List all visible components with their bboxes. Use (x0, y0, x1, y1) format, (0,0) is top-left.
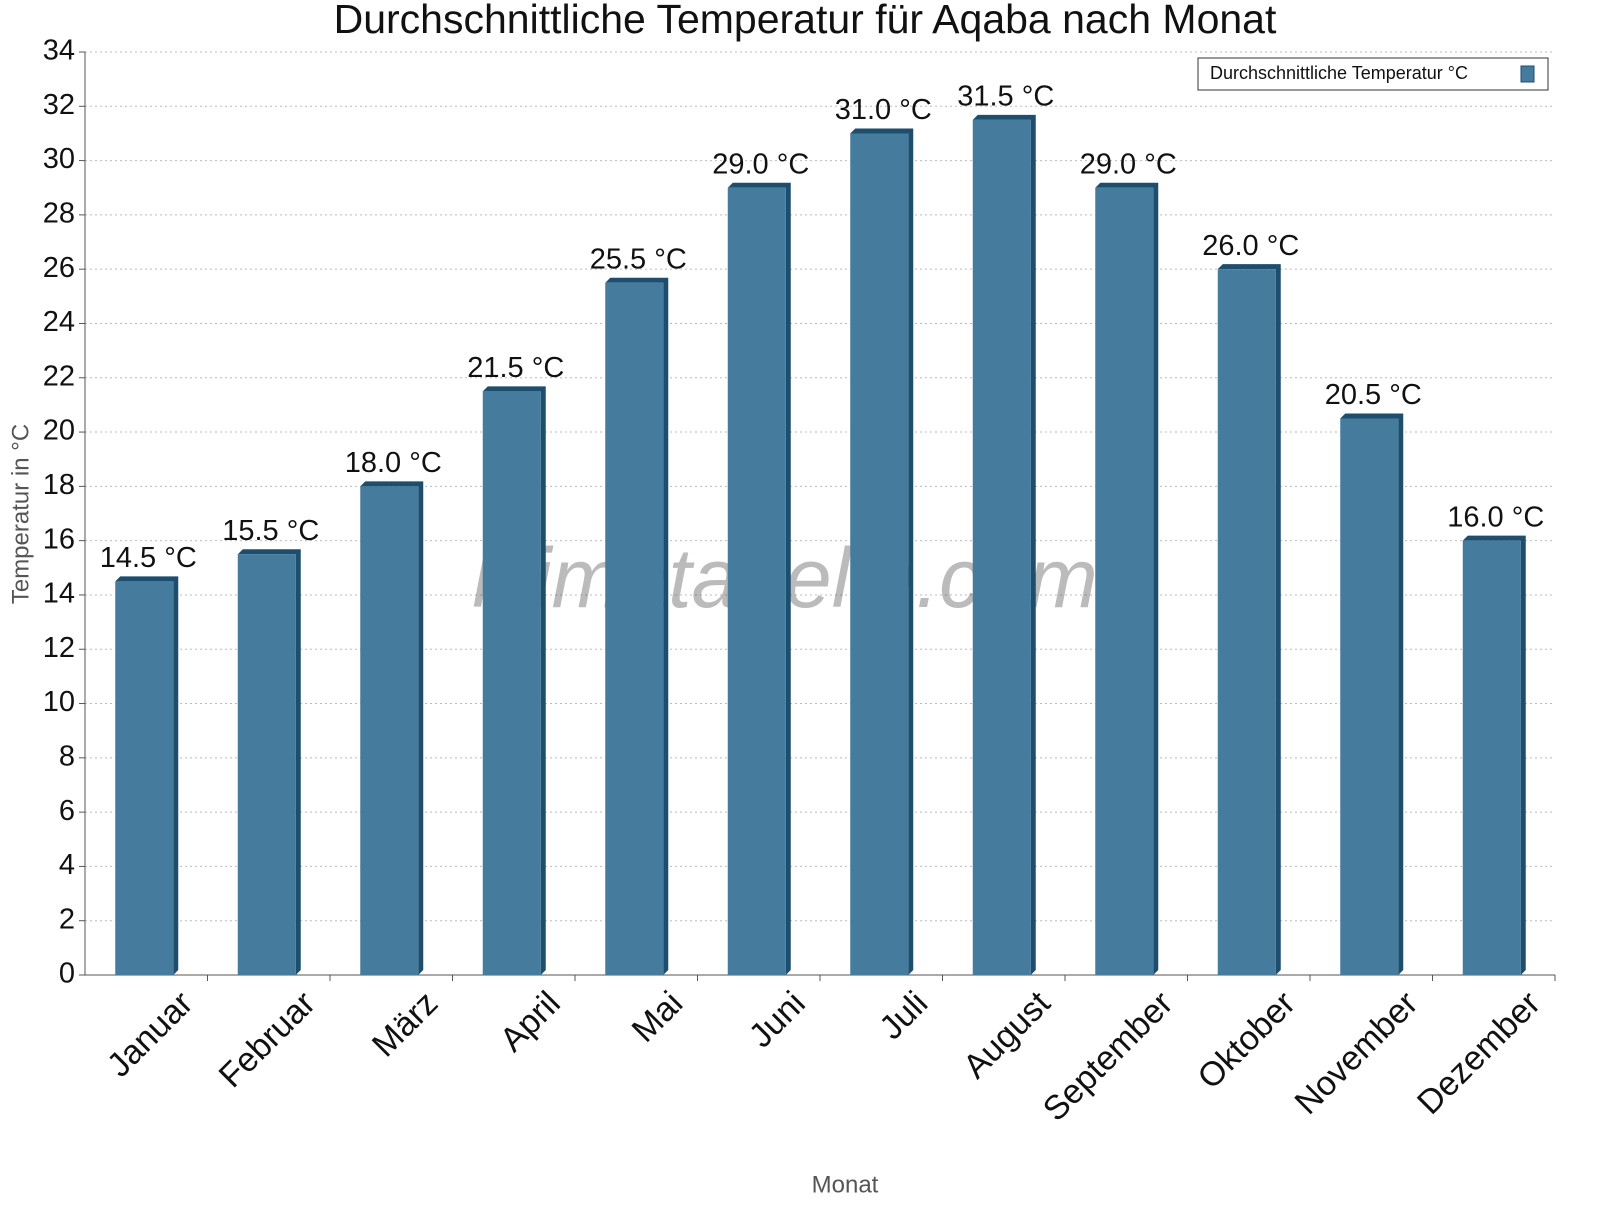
y-tick-label: 6 (59, 795, 75, 827)
bar (1217, 269, 1276, 975)
y-tick-label: 20 (43, 415, 75, 447)
bar (605, 282, 664, 975)
y-tick-label: 22 (43, 360, 75, 392)
x-axis-label: Monat (812, 1171, 879, 1198)
value-label: 21.5 °C (467, 352, 564, 384)
value-label: 29.0 °C (712, 148, 809, 180)
value-label: 18.0 °C (345, 447, 442, 479)
y-tick-label: 0 (59, 958, 75, 990)
value-label: 31.0 °C (835, 94, 932, 126)
y-tick-label: 28 (43, 198, 75, 230)
value-label: 25.5 °C (590, 243, 687, 275)
value-label: 29.0 °C (1080, 148, 1177, 180)
bar (1340, 418, 1399, 975)
y-tick-label: 2 (59, 903, 75, 935)
value-label: 15.5 °C (222, 515, 319, 547)
value-label: 31.5 °C (957, 81, 1054, 113)
y-tick-label: 24 (43, 306, 75, 338)
y-tick-label: 16 (43, 523, 75, 555)
y-tick-label: 8 (59, 740, 75, 772)
bar (1462, 540, 1521, 975)
bar (115, 581, 174, 975)
legend-box (1197, 57, 1549, 91)
y-tick-label: 12 (43, 632, 75, 664)
bar (360, 486, 419, 975)
legend-swatch (1520, 65, 1535, 83)
y-tick-label: 32 (43, 89, 75, 121)
bar (850, 133, 909, 976)
value-label: 16.0 °C (1447, 501, 1544, 533)
y-tick-label: 34 (43, 35, 75, 67)
value-label: 20.5 °C (1325, 379, 1422, 411)
bar (237, 554, 296, 975)
legend-label: Durchschnittliche Temperatur °C (1210, 63, 1468, 83)
value-label: 14.5 °C (100, 542, 197, 574)
bar (972, 119, 1031, 975)
value-label: 26.0 °C (1202, 230, 1299, 262)
y-axis-label: Temperatur in °C (7, 424, 34, 604)
chart-title: Durchschnittliche Temperatur für Aqaba n… (334, 0, 1277, 42)
bar (1095, 187, 1154, 975)
y-tick-label: 4 (59, 849, 75, 881)
y-tick-label: 30 (43, 143, 75, 175)
y-tick-label: 14 (43, 578, 75, 610)
bar (727, 187, 786, 975)
y-tick-label: 18 (43, 469, 75, 501)
y-tick-label: 26 (43, 252, 75, 284)
y-tick-label: 10 (43, 686, 75, 718)
bar (482, 391, 541, 975)
